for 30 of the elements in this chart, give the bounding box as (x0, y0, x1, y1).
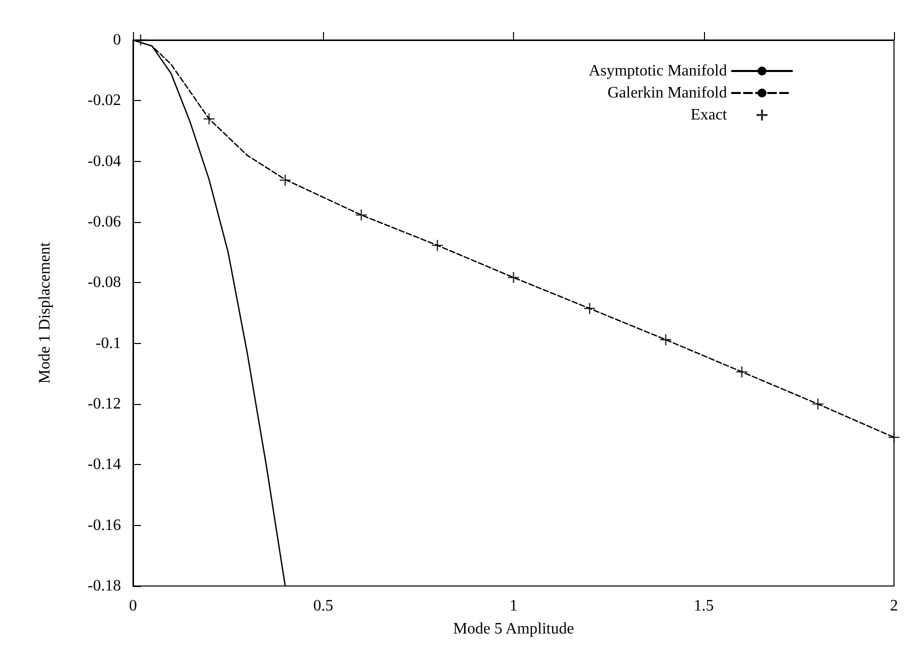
y-tick-label: -0.04 (88, 152, 121, 170)
point (583, 302, 596, 315)
y-tick-label: 0 (113, 32, 121, 48)
legend-label: Galerkin Manifold (607, 84, 727, 102)
x-tick-label: 0 (129, 598, 137, 614)
y-tick-label: -0.14 (88, 456, 121, 474)
point (507, 271, 520, 284)
legend-label: Asymptotic Manifold (588, 62, 727, 80)
y-tick-label: -0.12 (88, 396, 121, 412)
x-tick-label: 1 (510, 598, 518, 614)
y-tick-label: -0.06 (88, 214, 121, 230)
y-tick-label: -0.02 (88, 92, 121, 110)
y-tick-label: -0.16 (88, 516, 121, 534)
point (279, 174, 292, 186)
point (355, 208, 368, 222)
x-tick-label: 0.5 (313, 598, 334, 614)
point (202, 112, 216, 126)
point (888, 431, 900, 444)
x-axis-title: Mode 5 Amplitude (453, 620, 574, 638)
point (812, 398, 824, 410)
x-tick-label: 1.5 (694, 598, 714, 614)
point (431, 239, 444, 252)
y-tick-label: -0.18 (88, 578, 121, 594)
point (736, 366, 748, 378)
y-axis-title: Mode 1 Displacement (36, 242, 54, 384)
y-tick-label: -0.1 (96, 334, 121, 352)
x-tick-label: 2 (890, 598, 898, 614)
y-tick-label: -0.08 (88, 274, 121, 292)
point (660, 334, 672, 346)
legend-label: Exact (690, 106, 728, 124)
